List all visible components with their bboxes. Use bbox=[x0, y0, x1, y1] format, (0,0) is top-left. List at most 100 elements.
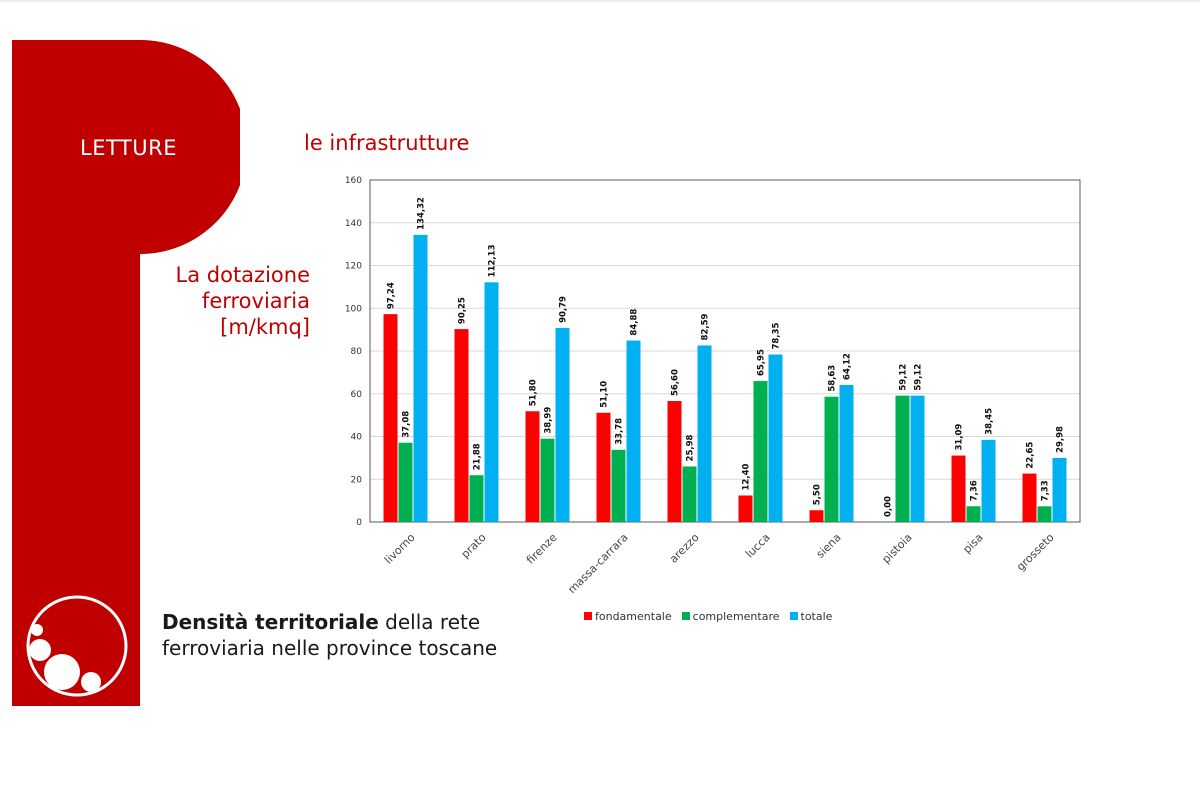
value-label: 84,88 bbox=[630, 309, 640, 336]
bar-complementare-massa-carrara bbox=[611, 449, 626, 522]
value-label: 0,00 bbox=[884, 496, 894, 517]
legend-item-totale: totale bbox=[789, 610, 833, 623]
bar-fondamentale-prato bbox=[454, 329, 469, 522]
value-label: 12,40 bbox=[742, 464, 752, 491]
x-tick-label: siena bbox=[814, 531, 844, 561]
bar-fondamentale-siena bbox=[809, 510, 824, 522]
value-label: 56,60 bbox=[671, 369, 681, 396]
x-tick-label: prato bbox=[459, 531, 489, 561]
value-label: 51,10 bbox=[600, 381, 610, 408]
x-tick-label: lucca bbox=[743, 531, 773, 561]
legend-item-fondamentale: fondamentale bbox=[584, 610, 672, 623]
side-title-line-1: La dotazione bbox=[175, 263, 310, 287]
x-tick-label: firenze bbox=[524, 531, 560, 567]
bar-complementare-lucca bbox=[753, 381, 768, 522]
x-tick-label: massa-carrara bbox=[565, 531, 630, 596]
bar-totale-arezzo bbox=[697, 345, 712, 522]
value-label: 22,65 bbox=[1026, 442, 1036, 469]
value-label: 82,59 bbox=[701, 313, 711, 340]
value-label: 38,99 bbox=[544, 407, 554, 434]
bar-complementare-arezzo bbox=[682, 466, 697, 522]
x-tick-label: grosseto bbox=[1014, 531, 1057, 574]
side-title-line-2: ferroviaria bbox=[201, 289, 310, 313]
bar-fondamentale-massa-carrara bbox=[596, 412, 611, 522]
bar-fondamentale-lucca bbox=[738, 495, 753, 522]
value-label: 38,45 bbox=[985, 408, 995, 435]
section-label: LETTURE bbox=[80, 136, 177, 160]
value-label: 112,13 bbox=[488, 244, 498, 277]
bar-totale-pistoia bbox=[910, 395, 925, 522]
y-tick-label: 60 bbox=[351, 390, 363, 400]
chart-caption: Densità territoriale della rete ferrovia… bbox=[162, 609, 497, 661]
bar-totale-livorno bbox=[413, 234, 428, 522]
bar-fondamentale-pisa bbox=[951, 455, 966, 522]
x-tick-label: pisa bbox=[961, 531, 986, 556]
bar-totale-siena bbox=[839, 384, 854, 522]
value-label: 29,98 bbox=[1056, 426, 1066, 453]
bar-complementare-grosseto bbox=[1037, 506, 1052, 522]
legend-label: fondamentale bbox=[595, 610, 672, 623]
bar-complementare-livorno bbox=[398, 442, 413, 522]
chart-legend: fondamentale complementare totale bbox=[584, 610, 842, 623]
bar-complementare-firenze bbox=[540, 438, 555, 522]
y-tick-label: 100 bbox=[345, 304, 362, 314]
side-title-line-3: [m/kmq] bbox=[220, 315, 310, 339]
page-subtitle: le infrastrutture bbox=[304, 131, 470, 155]
x-tick-label: livorno bbox=[382, 531, 418, 567]
value-label: 97,24 bbox=[387, 282, 397, 309]
value-label: 90,25 bbox=[458, 297, 468, 324]
value-label: 21,88 bbox=[473, 443, 483, 470]
bar-chart: 0 20 40 60 80 100 120 140 160 97,24 37,08 134,32 liv… bbox=[345, 176, 1081, 596]
legend-swatch bbox=[789, 612, 798, 620]
value-label: 64,12 bbox=[843, 353, 853, 380]
caption-line-2: ferroviaria nelle province toscane bbox=[162, 636, 498, 660]
caption-bold: Densità territoriale bbox=[162, 610, 379, 634]
y-tick-label: 140 bbox=[345, 219, 362, 229]
value-label: 7,33 bbox=[1041, 480, 1051, 501]
brand-shape bbox=[12, 40, 240, 706]
value-label: 5,50 bbox=[813, 484, 823, 505]
y-tick-label: 160 bbox=[345, 176, 362, 186]
value-label: 37,08 bbox=[402, 411, 412, 438]
legend-item-complementare: complementare bbox=[681, 610, 780, 623]
value-label: 33,78 bbox=[615, 418, 625, 445]
x-tick-label: arezzo bbox=[667, 531, 702, 566]
value-label: 58,63 bbox=[828, 365, 838, 392]
value-label: 31,09 bbox=[955, 424, 965, 451]
legend-label: totale bbox=[800, 610, 833, 623]
bar-totale-prato bbox=[484, 282, 499, 522]
plot-area bbox=[369, 179, 1081, 523]
value-label: 90,79 bbox=[559, 296, 569, 323]
chart-side-title: La dotazione ferroviaria [m/kmq] bbox=[150, 262, 310, 340]
value-label: 51,80 bbox=[529, 379, 539, 406]
y-tick-label: 120 bbox=[345, 262, 362, 272]
value-label: 78,35 bbox=[772, 323, 782, 350]
bar-totale-pisa bbox=[981, 439, 996, 522]
bar-fondamentale-grosseto bbox=[1022, 473, 1037, 522]
value-label: 65,95 bbox=[757, 349, 767, 376]
bubbles-logo-icon bbox=[26, 595, 128, 697]
legend-swatch bbox=[584, 612, 592, 620]
bar-complementare-pisa bbox=[966, 506, 981, 522]
bar-totale-firenze bbox=[555, 327, 570, 522]
bar-totale-massa-carrara bbox=[626, 340, 641, 522]
value-label: 134,32 bbox=[417, 197, 427, 230]
value-label: 59,12 bbox=[914, 364, 924, 391]
value-label: 25,98 bbox=[686, 434, 696, 461]
y-tick-label: 80 bbox=[351, 347, 363, 357]
y-tick-label: 40 bbox=[351, 433, 363, 443]
top-divider bbox=[0, 0, 1200, 2]
bar-fondamentale-firenze bbox=[525, 411, 540, 522]
bar-fondamentale-arezzo bbox=[667, 401, 682, 522]
legend-label: complementare bbox=[692, 610, 780, 623]
brand-red-shape bbox=[12, 40, 240, 706]
bar-complementare-prato bbox=[469, 475, 484, 522]
bar-totale-lucca bbox=[768, 354, 783, 522]
bar-fondamentale-livorno bbox=[383, 314, 398, 522]
bar-totale-grosseto bbox=[1052, 457, 1067, 522]
value-label: 59,12 bbox=[899, 364, 909, 391]
y-tick-label: 20 bbox=[351, 475, 363, 485]
x-tick-label: pistoia bbox=[880, 531, 915, 566]
y-tick-label: 0 bbox=[356, 518, 362, 528]
legend-swatch bbox=[681, 612, 690, 620]
